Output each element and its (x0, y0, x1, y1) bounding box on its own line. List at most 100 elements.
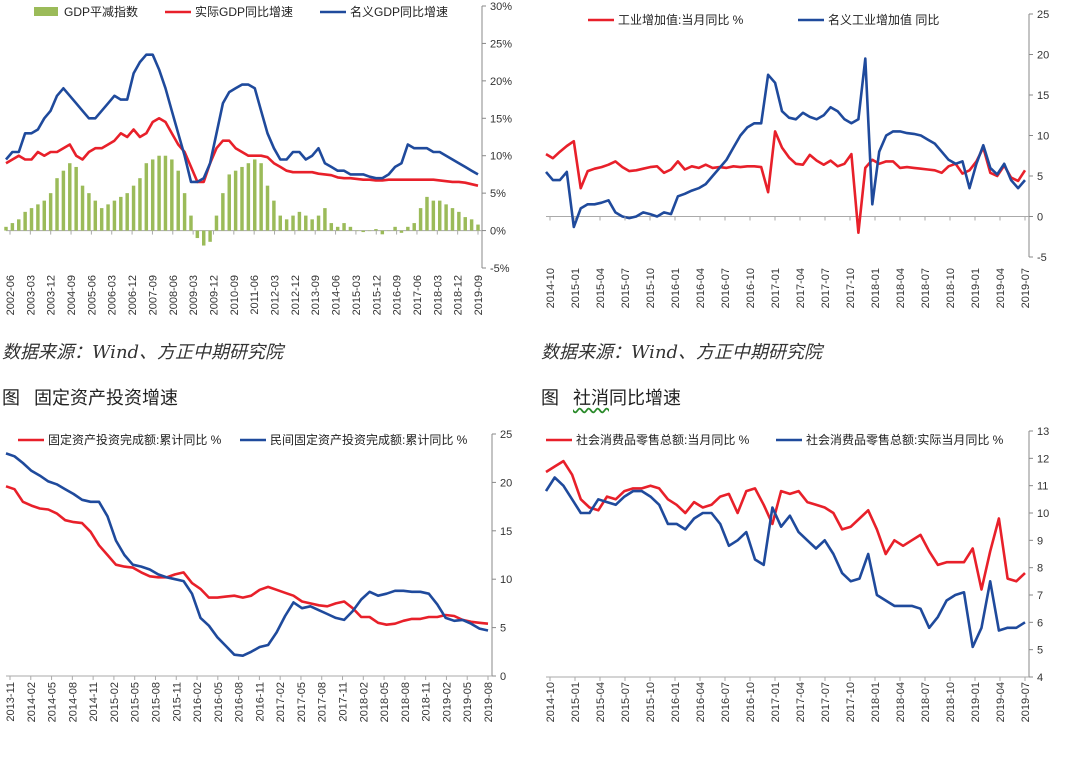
x-tick-label: 2016-10 (745, 268, 757, 308)
deflator-bar (138, 178, 142, 231)
legend-label: 名义工业增加值 同比 (828, 12, 939, 27)
x-tick-label: 2018-01 (870, 682, 882, 722)
y-tick-label: 5 (500, 623, 506, 635)
x-tick-label: 2013-11 (5, 682, 17, 722)
x-tick-label: 2018-07 (920, 268, 932, 308)
deflator-bar (444, 204, 448, 231)
y-tick-label: 13 (1037, 426, 1049, 438)
series-line-0 (545, 130, 1027, 234)
deflator-bar (431, 200, 436, 231)
caption-left: 图固定资产投资增速 (2, 384, 178, 410)
x-tick-label: 2016-05 (213, 682, 225, 722)
source-note-left: 数据来源：Wind、方正中期研究院 (2, 342, 284, 363)
x-tick-label: 2018-11 (421, 682, 433, 722)
y-tick-label: 30% (490, 1, 512, 13)
y-tick-label: 0 (500, 671, 506, 683)
legend-label: 名义GDP同比增速 (350, 4, 448, 19)
deflator-bar (55, 178, 59, 231)
x-tick-label: 2017-07 (820, 682, 832, 722)
deflator-bar (342, 223, 346, 231)
legend-label: 社会消费品零售总额:当月同比 % (576, 432, 750, 447)
y-tick-label: 6 (1037, 617, 1043, 629)
fai-chart: 25 20 15 10 5 0 2013-11 2014-02 2014-05 2014-08 20… (5, 429, 512, 722)
y-tick-label: 15 (500, 526, 512, 538)
deflator-bar (189, 215, 193, 231)
y-tick-label: -5 (1037, 252, 1047, 264)
x-tick-label: 2017-08 (317, 682, 329, 722)
deflator-bar (437, 200, 442, 231)
x-tick-label: 2015-03 (351, 275, 363, 315)
x-tick-label: 2015-05 (130, 682, 142, 722)
series-line-1 (545, 57, 1026, 229)
y-tick-label: 5 (1037, 171, 1043, 183)
deflator-bar (335, 226, 340, 231)
x-tick-label: 2012-12 (290, 275, 302, 315)
deflator-bar (246, 163, 251, 231)
x-tick-label: 2016-02 (192, 682, 204, 722)
deflator-bar (4, 226, 8, 231)
y-tick-label: 25 (500, 429, 512, 441)
y-tick-label: 20% (490, 76, 512, 88)
y-tick-label: 25% (490, 38, 512, 50)
x-tick-label: 2014-10 (545, 682, 557, 722)
deflator-bar (125, 193, 129, 231)
deflator-bar (425, 196, 429, 231)
x-tick-label: 2017-10 (845, 682, 857, 722)
source-note-right: 数据来源：Wind、方正中期研究院 (541, 342, 823, 363)
x-tick-label: 2019-07 (1020, 268, 1032, 308)
deflator-bar (393, 226, 397, 231)
chart-panel-industry: 25 20 15 10 5 0 -5 2014-10 2015-01 2015-04 2015-07… (540, 0, 1080, 340)
x-tick-label: 2016-10 (745, 682, 757, 722)
y-tick-label: 8 (1037, 563, 1043, 575)
legend-label: 工业增加值:当月同比 % (618, 12, 744, 27)
x-tick-label: 2019-04 (995, 268, 1007, 308)
deflator-bar (227, 174, 231, 231)
deflator-bar (265, 185, 270, 231)
y-tick-label: 5% (490, 188, 506, 200)
x-tick-label: 2019-09 (473, 275, 485, 315)
y-tick-label: 10 (1037, 508, 1049, 520)
deflator-bar (87, 193, 91, 231)
deflator-bar (163, 155, 168, 231)
x-tick-label: 2015-07 (620, 682, 632, 722)
x-tick-label: 2018-05 (379, 682, 391, 722)
y-tick-label: 0% (490, 226, 506, 238)
retail-chart: 13 12 11 10 9 8 7 6 5 4 2014-10 2015-01 2015-04 2015-… (544, 426, 1049, 722)
x-tick-label: 2018-04 (895, 682, 907, 722)
deflator-bar (208, 230, 212, 242)
series-line-1 (544, 476, 1026, 649)
deflator-bar (272, 200, 276, 231)
x-tick-label: 2006-03 (107, 275, 119, 315)
x-tick-label: 2016-01 (670, 682, 682, 722)
x-tick-label: 2013-09 (310, 275, 322, 315)
series-line-0 (5, 117, 479, 187)
x-tick-label: 2004-09 (66, 275, 78, 315)
caption-right-label: 图 (541, 388, 559, 409)
caption-right: 图社消同比增速 (541, 384, 681, 410)
y-tick-label: 4 (1037, 672, 1043, 684)
deflator-bar (329, 223, 334, 231)
x-tick-label: 2019-04 (995, 682, 1007, 722)
x-tick-label: 2018-08 (400, 682, 412, 722)
x-tick-label: 2018-04 (895, 268, 907, 308)
x-tick-label: 2015-04 (595, 682, 607, 722)
deflator-bar (284, 219, 289, 231)
x-tick-label: 2019-02 (441, 682, 453, 722)
y-tick-label: 20 (1037, 50, 1049, 62)
x-tick-label: 2015-11 (171, 682, 183, 722)
x-tick-label: 2016-07 (720, 268, 732, 308)
legend-label: 社会消费品零售总额:实际当月同比 % (806, 432, 1004, 447)
deflator-bar (233, 170, 238, 231)
x-tick-label: 2017-04 (795, 682, 807, 722)
deflator-bar (214, 215, 219, 231)
legend-label: GDP平减指数 (64, 4, 138, 19)
x-tick-label: 2007-09 (147, 275, 159, 315)
caption-left-label: 图 (2, 388, 20, 409)
deflator-bar (348, 226, 353, 231)
x-tick-label: 2018-01 (870, 268, 882, 308)
y-tick-label: 15 (1037, 90, 1049, 102)
x-tick-label: 2014-05 (47, 682, 59, 722)
deflator-bar (367, 230, 372, 232)
deflator-bar (476, 224, 480, 231)
deflator-bar (259, 163, 263, 231)
